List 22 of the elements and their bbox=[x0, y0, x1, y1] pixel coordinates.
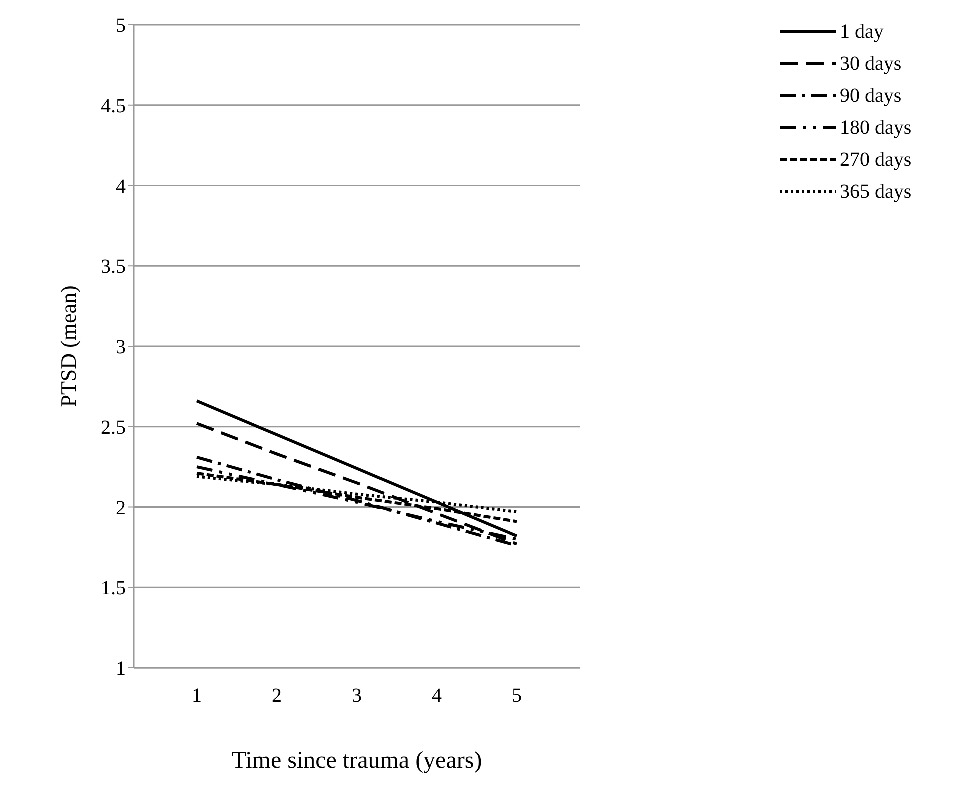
x-tick-label: 5 bbox=[512, 685, 522, 708]
y-tick-label: 4 bbox=[116, 176, 126, 198]
y-tick-label: 3.5 bbox=[101, 256, 126, 278]
legend-label: 30 days bbox=[840, 53, 902, 75]
x-tick-label: 1 bbox=[192, 685, 202, 708]
legend-label: 270 days bbox=[840, 149, 912, 171]
y-tick-label: 4.5 bbox=[101, 95, 126, 118]
legend-label: 90 days bbox=[840, 85, 902, 107]
y-tick-label: 3 bbox=[116, 336, 126, 359]
y-tick-label: 5 bbox=[116, 15, 126, 38]
y-axis-title: PTSD (mean) bbox=[56, 286, 81, 408]
legend-label: 180 days bbox=[840, 117, 912, 139]
y-tick-label: 2.5 bbox=[101, 416, 126, 439]
x-axis-title: Time since trauma (years) bbox=[232, 748, 482, 774]
legend-label: 1 day bbox=[840, 21, 884, 43]
x-tick-label: 3 bbox=[352, 685, 362, 708]
y-tick-label: 1.5 bbox=[101, 578, 126, 600]
x-tick-label: 2 bbox=[272, 685, 282, 708]
y-tick-label: 2 bbox=[116, 497, 126, 520]
legend-label: 365 days bbox=[840, 181, 912, 203]
x-tick-label: 4 bbox=[432, 685, 442, 708]
y-tick-label: 1 bbox=[116, 658, 126, 680]
